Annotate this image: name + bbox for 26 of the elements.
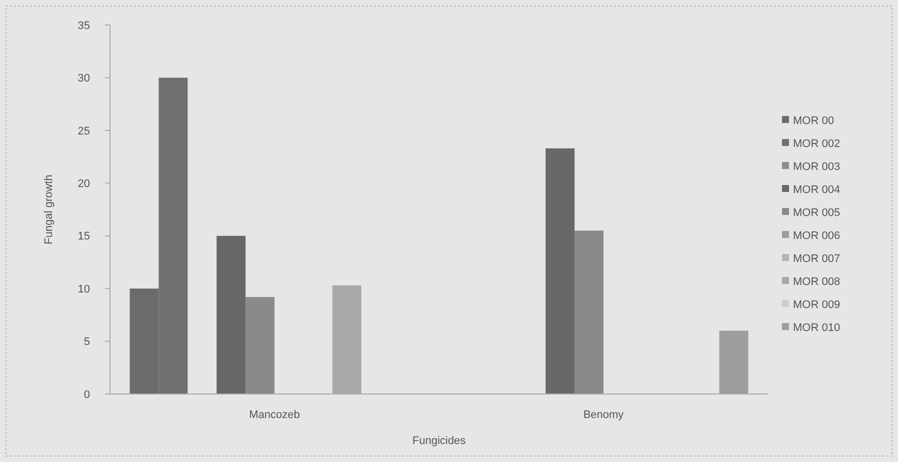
legend-label: MOR 004	[793, 184, 840, 196]
y-tick-label: 15	[78, 230, 90, 243]
bar	[546, 148, 575, 394]
y-axis-title: Fungal growth	[43, 174, 55, 244]
legend-label: MOR 00	[793, 114, 834, 127]
bar	[216, 236, 246, 394]
legend-label: MOR 009	[793, 298, 840, 311]
legend-label: MOR 005	[793, 206, 840, 219]
y-tick-label: 20	[78, 178, 90, 190]
legend-label: MOR 003	[793, 160, 840, 173]
y-tick-label: 25	[78, 125, 90, 138]
x-axis-title: Fungicides	[412, 435, 466, 447]
legend-label: MOR 010	[793, 322, 840, 334]
legend-label: MOR 007	[793, 252, 840, 265]
bar	[574, 230, 604, 394]
y-tick-label: 35	[78, 20, 90, 32]
x-tick-label: Benomy	[583, 409, 624, 421]
y-tick-label: 0	[84, 388, 90, 401]
legend-label: MOR 008	[793, 276, 840, 288]
x-tick-label: Mancozeb	[249, 409, 300, 421]
legend-label: MOR 006	[793, 230, 840, 242]
y-tick-label: 5	[84, 336, 90, 348]
legend-label: MOR 002	[793, 138, 840, 150]
bar	[246, 297, 274, 394]
y-tick-label: 30	[78, 72, 90, 85]
y-tick-label: 10	[78, 283, 90, 296]
